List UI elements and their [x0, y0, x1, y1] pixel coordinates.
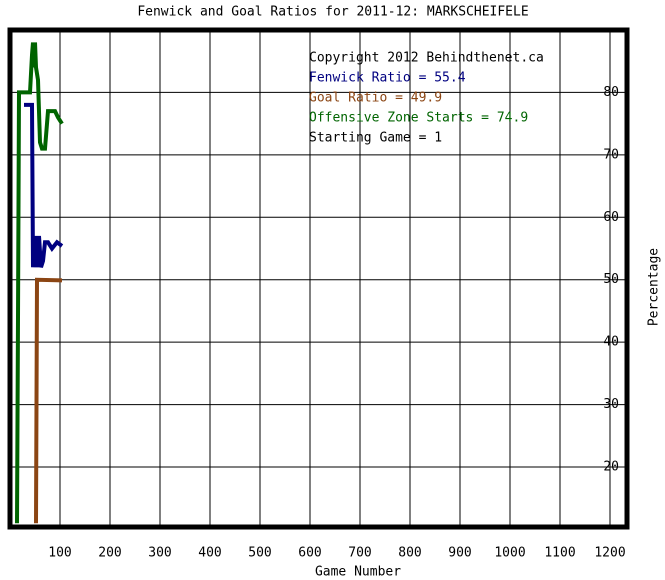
series-line: [34, 277, 63, 524]
x-tick-label: 900: [448, 546, 471, 561]
plot-frame: [7, 27, 630, 530]
plot-background: [10, 30, 627, 527]
x-tick-label: 500: [248, 546, 271, 561]
y-tick-label: 20: [603, 460, 619, 475]
x-tick-label: 1200: [594, 546, 625, 561]
x-tick-label: 300: [148, 546, 171, 561]
x-tick-label: 700: [348, 546, 371, 561]
annotation: Goal Ratio = 49.9: [309, 91, 442, 106]
annotation: Starting Game = 1: [309, 131, 442, 146]
y-tick-label: 30: [603, 397, 619, 412]
x-tick-label: 800: [398, 546, 421, 561]
y-tick-label: 80: [603, 85, 619, 100]
y-tick-label: 40: [603, 335, 619, 350]
x-tick-label: 1000: [494, 546, 525, 561]
x-tick-label: 400: [198, 546, 221, 561]
y-tick-label: 50: [603, 272, 619, 287]
annotation: Offensive Zone Starts = 74.9: [309, 111, 528, 126]
x-tick-label: 600: [298, 546, 321, 561]
x-tick-label: 1100: [544, 546, 575, 561]
series-line: [24, 102, 64, 268]
series-line: [15, 42, 64, 524]
y-axis-label: Percentage: [647, 248, 662, 326]
annotation: Fenwick Ratio = 55.4: [309, 71, 466, 86]
x-axis-label: Game Number: [315, 565, 401, 580]
chart-title: Fenwick and Goal Ratios for 2011-12: MAR…: [137, 5, 528, 20]
annotation: Copyright 2012 Behindthenet.ca: [309, 51, 544, 66]
y-tick-label: 70: [603, 147, 619, 162]
x-tick-label: 100: [48, 546, 71, 561]
x-tick-label: 200: [98, 546, 121, 561]
y-tick-label: 60: [603, 210, 619, 225]
